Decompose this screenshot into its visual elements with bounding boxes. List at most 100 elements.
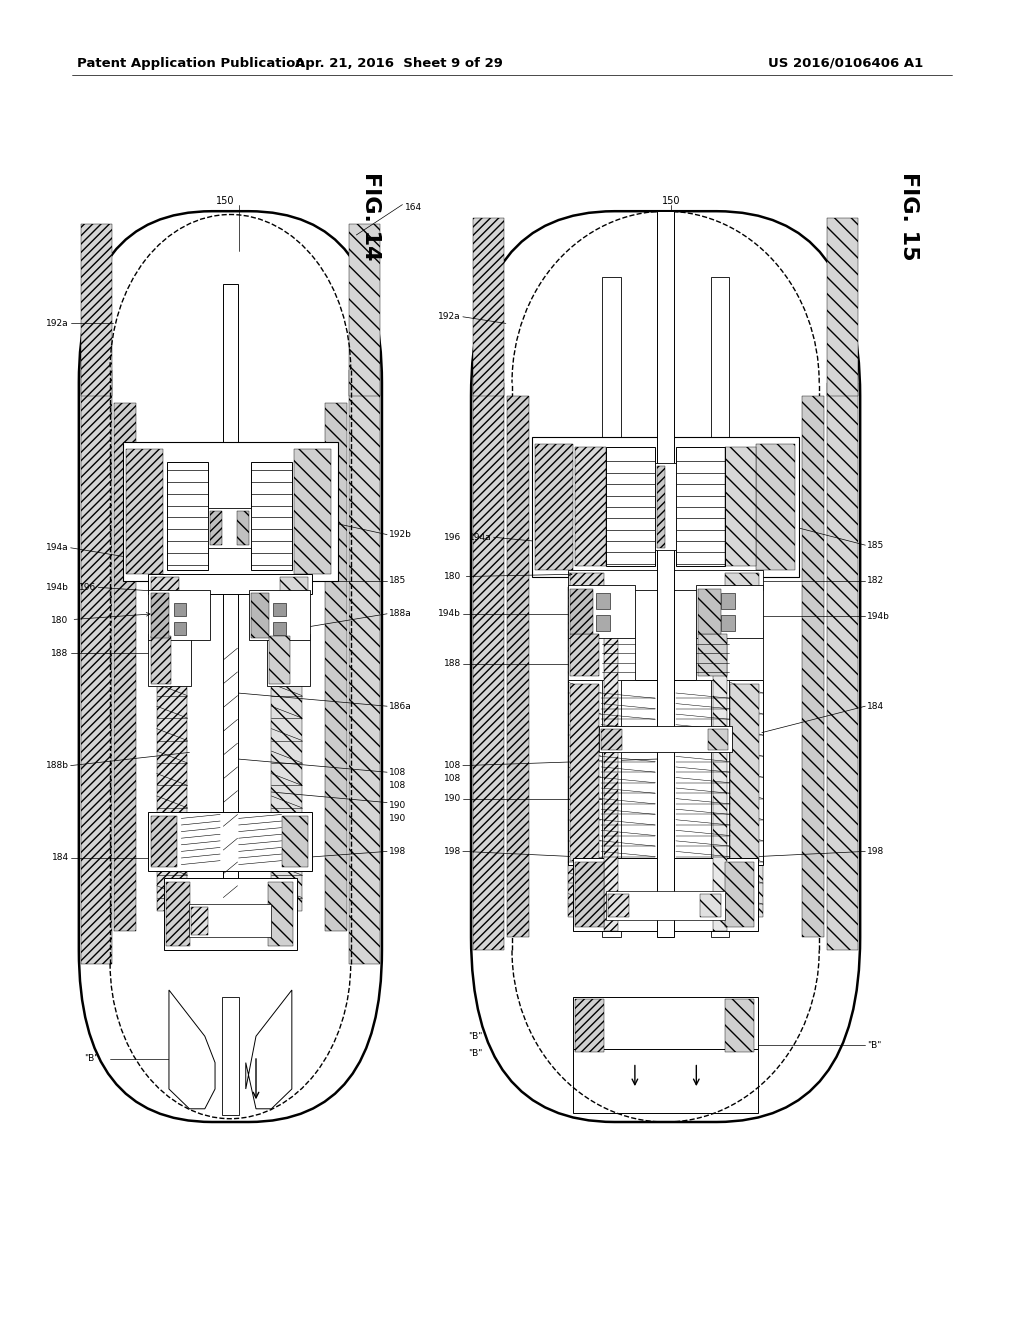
Polygon shape (246, 990, 292, 1109)
Bar (126, 449, 163, 574)
Bar (602, 277, 621, 937)
Bar (166, 882, 190, 946)
Bar (210, 511, 222, 545)
Bar (606, 447, 655, 566)
Bar (191, 907, 208, 935)
Bar (655, 463, 676, 550)
Bar (174, 622, 186, 635)
Text: 190: 190 (443, 795, 461, 803)
Bar (273, 622, 286, 635)
Bar (273, 603, 286, 616)
Text: 194a: 194a (46, 544, 69, 552)
Bar (568, 587, 601, 917)
Bar (268, 882, 293, 946)
Text: Apr. 21, 2016  Sheet 9 of 29: Apr. 21, 2016 Sheet 9 of 29 (295, 57, 504, 70)
Text: 198: 198 (867, 847, 885, 855)
Bar (507, 396, 529, 937)
Bar (174, 603, 186, 616)
Text: 108: 108 (389, 781, 407, 789)
Bar (596, 593, 610, 609)
Bar (568, 630, 635, 680)
Bar (473, 218, 504, 396)
Bar (725, 447, 756, 566)
Bar (696, 585, 763, 638)
Bar (730, 684, 759, 861)
Text: 182: 182 (867, 577, 885, 585)
Bar (473, 383, 504, 950)
Bar (151, 577, 179, 591)
Bar (827, 383, 858, 950)
Bar (167, 462, 208, 570)
Bar (721, 593, 735, 609)
Bar (708, 729, 728, 750)
Bar (570, 684, 599, 861)
Bar (148, 574, 312, 594)
Bar (596, 615, 610, 631)
Bar (827, 218, 858, 396)
Bar (294, 449, 331, 574)
Bar (325, 403, 347, 931)
Bar (568, 680, 763, 865)
Text: 108: 108 (443, 762, 461, 770)
Text: 188: 188 (443, 660, 461, 668)
Bar (189, 904, 271, 937)
Bar (157, 587, 187, 911)
Bar (608, 894, 629, 917)
Text: 192a: 192a (46, 319, 69, 327)
Text: 198: 198 (389, 847, 407, 855)
Text: 184: 184 (867, 702, 885, 710)
Bar (730, 587, 763, 917)
Text: 196: 196 (79, 583, 96, 591)
Text: 196: 196 (443, 533, 461, 541)
Bar (657, 211, 674, 937)
Bar (222, 997, 239, 1115)
Bar (81, 370, 112, 964)
Bar (575, 999, 604, 1052)
Bar (81, 224, 112, 396)
Text: 198: 198 (443, 847, 461, 855)
Bar (711, 277, 729, 937)
Text: 186a: 186a (389, 702, 412, 710)
Bar (573, 1049, 758, 1113)
Bar (151, 816, 177, 867)
Text: Patent Application Publication: Patent Application Publication (77, 57, 304, 70)
Bar (349, 370, 380, 964)
Bar (535, 444, 573, 570)
Text: 194b: 194b (46, 583, 69, 591)
Bar (251, 593, 269, 638)
Text: 194b: 194b (867, 612, 890, 620)
Polygon shape (169, 990, 215, 1109)
Bar (269, 636, 290, 684)
Bar (151, 593, 169, 638)
FancyBboxPatch shape (471, 211, 860, 1122)
Bar (696, 630, 763, 680)
Bar (657, 466, 665, 548)
Bar (700, 894, 721, 917)
Bar (725, 999, 754, 1052)
Bar (721, 615, 735, 631)
Bar (280, 577, 308, 591)
FancyBboxPatch shape (79, 211, 382, 1122)
Bar (123, 442, 338, 581)
Bar (237, 511, 249, 545)
Bar (267, 634, 310, 686)
Text: 192b: 192b (389, 531, 412, 539)
Bar (223, 284, 238, 931)
Bar (208, 508, 251, 548)
Bar (282, 816, 308, 867)
Text: 194a: 194a (469, 533, 492, 541)
Bar (249, 590, 310, 640)
Text: 150: 150 (216, 195, 234, 206)
Text: 190: 190 (389, 814, 407, 822)
Bar (756, 444, 795, 570)
Text: 185: 185 (867, 541, 885, 549)
Bar (601, 729, 622, 750)
Bar (251, 462, 292, 570)
Bar (573, 858, 758, 931)
Text: 188a: 188a (389, 610, 412, 618)
Bar (148, 812, 312, 871)
Text: 164: 164 (404, 203, 422, 211)
Bar (349, 224, 380, 396)
Bar (271, 587, 302, 911)
Bar (164, 878, 297, 950)
